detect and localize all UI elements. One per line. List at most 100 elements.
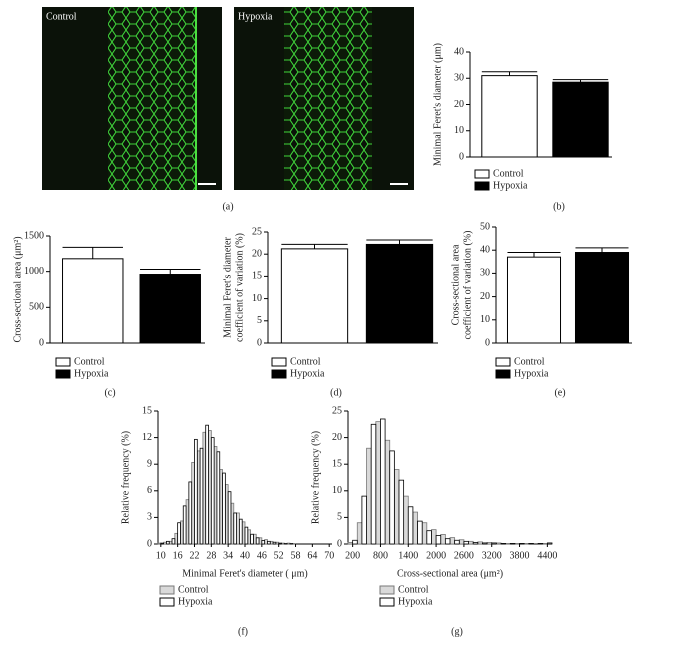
- micrograph-control: [42, 7, 222, 190]
- legend-swatch: [55, 369, 71, 379]
- histogram-bar: [444, 538, 451, 545]
- y-axis-label: coefficient of variation (%): [234, 233, 245, 342]
- histogram-bar: [407, 506, 414, 545]
- y-tick-label: 0: [147, 538, 152, 549]
- legend-label: Hypoxia: [514, 368, 549, 379]
- y-tick-label: 1500: [24, 230, 44, 241]
- histogram-bar: [537, 543, 544, 545]
- histogram-bar: [286, 542, 291, 545]
- histogram-bar: [421, 522, 428, 545]
- histogram-bar: [366, 447, 372, 545]
- histogram-bar: [389, 450, 395, 545]
- y-axis-label: Cross-sectional area (μm²): [12, 236, 23, 342]
- x-tick-label: 22: [189, 550, 199, 561]
- legend-label: Hypoxia: [398, 596, 433, 607]
- histogram-bar: [224, 484, 229, 545]
- bar: [280, 248, 349, 344]
- histogram-bar: [375, 421, 381, 545]
- histogram-bar: [272, 541, 277, 545]
- histogram-bar: [244, 526, 249, 545]
- histogram-bar: [519, 543, 525, 545]
- legend-swatch: [474, 181, 490, 191]
- histogram-bar: [384, 439, 391, 545]
- panel-label: (e): [554, 387, 565, 398]
- histogram-bar: [417, 520, 423, 545]
- panel-label: (d): [330, 387, 342, 398]
- histogram-bar: [403, 495, 409, 545]
- histogram-bar: [253, 533, 257, 545]
- x-tick-label: 70: [324, 550, 334, 561]
- histogram-bar: [171, 538, 176, 545]
- x-tick-label: 16: [173, 550, 183, 561]
- y-axis-label: Minimal Feret's diameter (μm): [432, 43, 443, 166]
- histogram-bar: [196, 450, 201, 545]
- histogram-bar: [185, 499, 190, 545]
- histogram-bar: [505, 543, 511, 545]
- x-tick-label: 10: [156, 550, 166, 561]
- legend-label: Control: [514, 356, 545, 367]
- x-tick-label: 800: [373, 550, 388, 561]
- histogram-bar: [514, 543, 520, 545]
- y-tick-label: 40: [480, 244, 490, 255]
- histogram-bar: [219, 469, 223, 545]
- y-tick-label: 25: [332, 405, 342, 416]
- legend-label: Hypoxia: [493, 180, 528, 191]
- panel-label: (a): [222, 201, 233, 212]
- histogram-bar: [258, 537, 263, 545]
- bar: [365, 243, 434, 344]
- x-tick-label: 64: [307, 550, 317, 561]
- y-tick-label: 12: [142, 432, 152, 443]
- histogram-bar: [174, 532, 179, 545]
- x-tick-label: 52: [274, 550, 284, 561]
- histogram-bar: [269, 540, 274, 545]
- legend-label: Hypoxia: [290, 368, 325, 379]
- image-label: Hypoxia: [238, 11, 273, 22]
- histogram-bar: [255, 537, 260, 545]
- image-label: Control: [46, 11, 77, 22]
- histogram-bar: [166, 540, 170, 545]
- histogram-bar: [370, 423, 377, 545]
- x-tick-label: 40: [240, 550, 250, 561]
- x-tick-label: 3200: [482, 550, 502, 561]
- histogram-bar: [233, 512, 237, 545]
- histogram-bar: [454, 539, 460, 545]
- histogram-bar: [546, 542, 553, 545]
- histogram-bar: [412, 511, 418, 545]
- y-tick-label: 5: [257, 315, 262, 326]
- y-tick-label: 40: [454, 46, 464, 57]
- legend-label: Hypoxia: [178, 596, 213, 607]
- y-tick-label: 10: [454, 125, 464, 136]
- y-tick-label: 20: [332, 432, 342, 443]
- histogram-bar: [230, 502, 235, 545]
- histogram-bar: [477, 541, 483, 545]
- histogram-bar: [486, 542, 493, 545]
- histogram-bar: [468, 540, 474, 545]
- histogram-bar: [491, 542, 497, 545]
- y-axis-label: Relative frequency (%): [310, 431, 321, 524]
- histogram-bar: [380, 418, 386, 545]
- y-tick-label: 0: [459, 151, 464, 162]
- histogram-bar: [241, 521, 246, 545]
- histogram-bar: [463, 540, 469, 545]
- histogram-bar: [236, 512, 240, 545]
- legend-swatch: [271, 369, 287, 379]
- histogram-bar: [495, 542, 502, 545]
- histogram-bar: [208, 430, 212, 545]
- legend-label: Hypoxia: [74, 368, 109, 379]
- x-tick-label: 2000: [426, 550, 446, 561]
- histogram-bar: [168, 540, 173, 545]
- histogram-bar: [361, 495, 367, 545]
- histogram-bar: [191, 462, 195, 545]
- y-tick-label: 9: [147, 458, 152, 469]
- histogram-bar: [160, 542, 165, 545]
- x-tick-label: 2600: [454, 550, 474, 561]
- histogram-bar: [180, 520, 184, 545]
- x-tick-label: 200: [345, 550, 360, 561]
- y-tick-label: 30: [454, 73, 464, 84]
- x-tick-label: 58: [291, 550, 301, 561]
- histogram-bar: [500, 543, 507, 545]
- y-axis-label: Cross-sectional area: [450, 244, 461, 325]
- histogram-bar: [210, 437, 215, 545]
- panel-label: (b): [553, 201, 565, 212]
